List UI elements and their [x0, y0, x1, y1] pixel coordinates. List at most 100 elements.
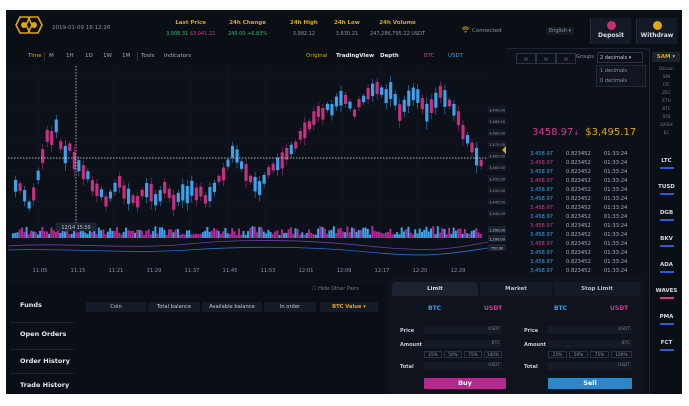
trade-time: 01:33:24 [604, 259, 628, 265]
coin-item-ltc[interactable]: LTC [650, 158, 682, 169]
col-btc-value[interactable]: BTC Value ▾ [320, 302, 378, 312]
volume-bar [124, 227, 127, 238]
coin-list-item[interactable]: ETH [662, 99, 671, 104]
tab-market[interactable]: Market [480, 282, 552, 296]
deposit-button[interactable]: Deposit [590, 18, 631, 44]
stat-value-usd: $3,941.22 [189, 31, 216, 37]
volume-bar [439, 232, 442, 238]
volume-bar [163, 229, 166, 238]
coin-indicator [659, 167, 674, 169]
logo-icon[interactable] [11, 16, 43, 34]
volume-bar [215, 229, 218, 238]
stat-24h-change: 24h Change 245.00 +6.83% [228, 20, 267, 37]
view-both-icon[interactable]: ▤ [516, 53, 536, 64]
coin-list-item[interactable]: EC [663, 131, 670, 136]
volume-bar [301, 232, 304, 238]
groups-option[interactable]: 0 decimals [600, 78, 628, 84]
interval-time[interactable]: Time [28, 53, 42, 59]
coin-list-item[interactable]: ZEC [662, 91, 671, 96]
language-select[interactable]: English ▾ [546, 27, 575, 35]
tab-limit[interactable]: Limit [392, 282, 478, 296]
connection-status: Connected [472, 28, 502, 34]
hide-other-pairs-label: Hide Other Pairs [318, 286, 359, 292]
sell-price-input[interactable]: USDT [548, 326, 632, 334]
coin-item-ada[interactable]: ADA [650, 262, 682, 273]
sell-amount-input[interactable]: BTC [548, 340, 632, 348]
volume-bar [443, 229, 446, 238]
buy-amount-input[interactable]: BTC [424, 340, 502, 348]
coin-name: PMA [659, 314, 674, 320]
coin-list-item[interactable]: LTC [662, 83, 671, 88]
coin-list-item[interactable]: SMI [662, 75, 671, 80]
interval-m[interactable]: M [49, 53, 54, 59]
candlestick-chart[interactable]: 12/14 15:50 3,490.00 3,485.50 3,480.00 3,470… [8, 66, 506, 280]
view-depth[interactable]: Depth [380, 53, 399, 59]
volume-bar [445, 234, 448, 238]
coin-select[interactable]: SAM ▾ [652, 52, 680, 62]
interval-1d[interactable]: 1D [85, 53, 93, 59]
tab-stop-limit[interactable]: Stop Limit [554, 282, 640, 296]
volume-tag-bg [488, 235, 506, 242]
candle [23, 190, 27, 202]
coin-list-item[interactable]: Bitcoin [659, 67, 674, 72]
col-in-order[interactable]: In order [264, 302, 316, 312]
hide-other-pairs-checkbox[interactable]: ☐ Hide Other Pairs [312, 286, 359, 292]
volume-bar [73, 229, 76, 238]
sell-button[interactable]: Sell [548, 378, 632, 389]
buy-price-input[interactable]: USDT [424, 326, 502, 334]
coin-list-item[interactable]: DASH [660, 123, 673, 128]
interval-1m[interactable]: 1M [122, 53, 131, 59]
candle [425, 103, 429, 122]
time-axis-label: 12:17 [375, 268, 390, 274]
groups-select[interactable]: 2 decimals ▾ [597, 52, 643, 63]
buy-pct-100[interactable]: 100% [484, 351, 502, 358]
coin-list-item[interactable]: SYS [662, 115, 671, 120]
withdraw-button[interactable]: Withdraw [636, 18, 677, 44]
sell-total-input[interactable]: USDT [548, 362, 632, 370]
volume-bar [185, 230, 188, 238]
buy-total-input[interactable]: USDT [424, 362, 502, 370]
view-asks-icon[interactable]: ▤ [556, 53, 576, 64]
col-available-balance[interactable]: Available balance [202, 302, 262, 312]
price-tag: 3,455.00 [489, 178, 506, 182]
tools-menu[interactable]: Tools [141, 53, 155, 59]
interval-1w[interactable]: 1W [103, 53, 112, 59]
volume-bar [206, 226, 209, 238]
buy-pct-50[interactable]: 50% [444, 351, 462, 358]
candle [149, 183, 153, 202]
sell-pct-50[interactable]: 50% [569, 351, 588, 358]
col-coin[interactable]: Coin [86, 302, 146, 312]
volume-bar [335, 232, 338, 238]
buy-pct-75[interactable]: 75% [464, 351, 482, 358]
tab-funds[interactable]: Funds [20, 301, 42, 309]
coin-item-fct[interactable]: FCT [650, 340, 682, 351]
coin-item-bkv[interactable]: BKV [650, 236, 682, 247]
trade-row: 3,458.97 0.823452 01:33:24 [530, 169, 642, 178]
sell-pct-25[interactable]: 25% [548, 351, 567, 358]
candle [194, 187, 198, 201]
volume-bar [140, 230, 143, 238]
time-axis-label: 12:20 [413, 268, 428, 274]
coin-item-pma[interactable]: PMA [650, 314, 682, 325]
tab-open-orders[interactable]: Open Orders [10, 322, 74, 344]
withdraw-icon [652, 21, 662, 30]
coin-item-waves[interactable]: WAVES [650, 288, 682, 299]
sell-pct-75[interactable]: 75% [590, 351, 609, 358]
buy-pct-25[interactable]: 25% [424, 351, 442, 358]
coin-item-tusd[interactable]: TUSD [650, 184, 682, 195]
view-tradingview[interactable]: TradingView [336, 53, 375, 59]
view-bids-icon[interactable]: ▤ [536, 53, 556, 64]
coin-item-dgb[interactable]: DGB [650, 210, 682, 221]
view-original[interactable]: Original [306, 53, 328, 59]
tab-trade-history[interactable]: Trade History [10, 373, 74, 394]
sell-pct-100[interactable]: 100% [611, 351, 632, 358]
interval-1h[interactable]: 1H [66, 53, 74, 59]
price-tag-bg [488, 152, 506, 159]
coin-list-item[interactable]: BTC [662, 107, 671, 112]
col-total-balance[interactable]: Total balance [148, 302, 200, 312]
buy-button[interactable]: Buy [424, 378, 506, 389]
indicators-menu[interactable]: Indicators [164, 53, 192, 59]
groups-option[interactable]: 1 decimals [600, 68, 628, 74]
tab-order-history[interactable]: Order History [10, 349, 74, 371]
sell-amount-label: Amount [524, 342, 547, 348]
